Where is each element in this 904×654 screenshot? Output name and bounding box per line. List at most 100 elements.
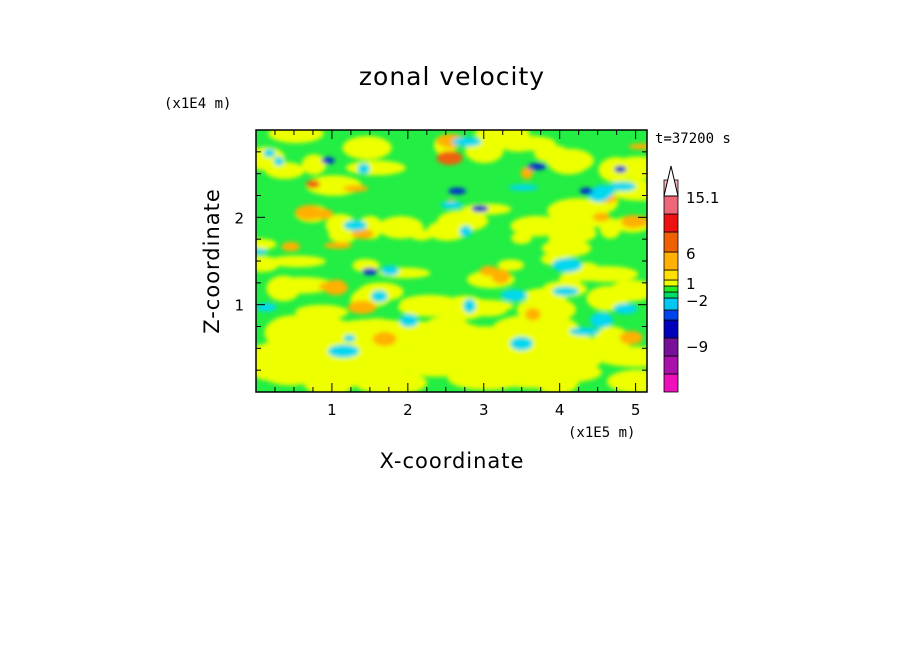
field-blob xyxy=(266,275,301,302)
x-tick-label: 3 xyxy=(479,401,489,419)
colorbar-label: 1 xyxy=(686,275,696,293)
field-blob xyxy=(628,143,647,150)
field-blob xyxy=(351,228,374,240)
colorbar-segment xyxy=(663,251,679,271)
field-blob xyxy=(614,165,627,173)
field-blob xyxy=(371,290,388,303)
colorbar-segment xyxy=(663,309,679,321)
colorbar-segment xyxy=(663,285,679,293)
field-blob xyxy=(295,304,349,320)
field-blob xyxy=(448,187,466,195)
velocity-field xyxy=(256,130,647,392)
x-tick-label: 4 xyxy=(555,401,565,419)
field-blob xyxy=(520,166,533,180)
field-blob xyxy=(587,187,610,203)
y-scale-label: (x1E4 m) xyxy=(164,96,231,112)
field-blob xyxy=(452,136,482,147)
field-blob xyxy=(268,130,324,144)
field-blob xyxy=(552,286,579,297)
field-blob xyxy=(372,331,397,347)
field-blob xyxy=(342,135,392,160)
field-blob xyxy=(323,242,353,249)
colorbar-segment xyxy=(663,373,679,393)
field-blob xyxy=(607,369,647,392)
field-blob xyxy=(426,220,468,241)
field-blob xyxy=(546,148,594,173)
field-blob xyxy=(263,148,276,158)
field-blob xyxy=(362,267,378,275)
colorbar-segment xyxy=(663,355,679,375)
x-scale-label: (x1E5 m) xyxy=(568,425,635,441)
field-blob xyxy=(510,336,533,351)
colorbar-label: 6 xyxy=(686,245,696,263)
field-blob xyxy=(609,279,647,302)
colorbar-segment xyxy=(663,213,679,233)
x-tick-label: 2 xyxy=(403,401,413,419)
field-blob xyxy=(500,289,528,302)
x-ticks: 1 2 3 4 5 xyxy=(274,130,641,419)
colorbar-label: −9 xyxy=(686,338,708,356)
field-blob xyxy=(323,279,348,296)
field-blob xyxy=(347,300,377,315)
colorbar-segment xyxy=(663,297,679,311)
field-blob xyxy=(264,161,305,179)
y-tick-label: 1 xyxy=(234,297,244,315)
field-blob xyxy=(510,215,564,237)
field-blob xyxy=(497,259,525,271)
field-blob xyxy=(613,303,638,315)
field-blob xyxy=(256,248,268,255)
colorbar-segment xyxy=(663,337,679,357)
field-blob xyxy=(399,314,419,328)
field-blob xyxy=(589,312,614,328)
field-blob xyxy=(345,160,406,176)
x-tick-label: 5 xyxy=(631,401,641,419)
field-blob xyxy=(273,156,284,166)
field-blob xyxy=(381,265,399,276)
colorbar-segment xyxy=(663,279,679,287)
colorbar: 15.1 6 1−2 −9 xyxy=(663,165,719,393)
field-blob xyxy=(459,225,472,237)
field-blob xyxy=(357,163,371,175)
field-blob xyxy=(436,150,463,165)
colorbar-segment xyxy=(663,195,679,215)
x-tick-label: 1 xyxy=(327,401,337,419)
colorbar-arrow xyxy=(663,165,679,197)
field-blob xyxy=(502,135,556,151)
time-label: t=37200 s xyxy=(655,131,731,147)
field-blob xyxy=(491,269,511,284)
colorbar-label: 15.1 xyxy=(686,189,719,207)
field-blob xyxy=(463,298,476,313)
field-blob xyxy=(579,187,593,195)
field-blob xyxy=(541,239,592,258)
colorbar-segment xyxy=(663,269,679,281)
field-blob xyxy=(569,327,600,336)
field-blob xyxy=(268,255,326,268)
field-blob xyxy=(256,347,318,382)
field-blob xyxy=(295,205,324,221)
field-blob xyxy=(378,216,424,239)
field-blob xyxy=(328,226,358,243)
field-blob xyxy=(440,201,463,209)
field-blob xyxy=(281,241,301,252)
field-blob xyxy=(615,188,647,201)
field-blob xyxy=(301,154,327,175)
field-blob xyxy=(508,184,538,191)
field-blob xyxy=(471,205,489,213)
field-blob xyxy=(525,308,541,321)
field-blob xyxy=(256,238,277,251)
y-tick-label: 2 xyxy=(234,209,244,227)
field-blob xyxy=(343,219,367,231)
field-blob xyxy=(305,180,320,189)
colorbar-segment xyxy=(663,291,679,299)
field-blob xyxy=(516,296,576,323)
y-ticks: 12 xyxy=(234,151,647,371)
field-blob xyxy=(592,212,610,222)
field-blob xyxy=(343,185,369,192)
field-blob xyxy=(327,344,360,358)
colorbar-segment xyxy=(663,231,679,253)
x-axis-label: X-coordinate xyxy=(380,449,525,473)
field-blob xyxy=(593,326,631,356)
field-blob xyxy=(527,163,547,171)
field-blob xyxy=(415,337,487,357)
chart-title: zonal velocity xyxy=(359,62,545,91)
